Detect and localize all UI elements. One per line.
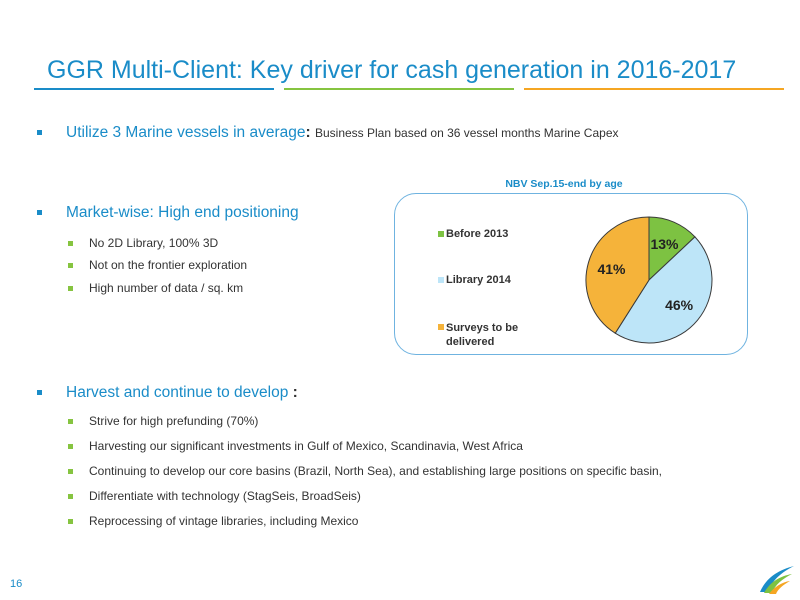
legend-swatch [438,231,444,237]
legend-item-surveys: Surveys to be delivered [438,321,546,349]
sub-bullet-marker [68,419,73,424]
slice-library-2014 [614,236,713,344]
bullet-market: Market-wise: High end positioning [37,204,299,222]
bullet-vessels-detail: Business Plan based on 36 vessel months … [314,126,619,140]
sub-bullet: Strive for high prefunding (70%) [68,414,259,428]
legend-swatch [438,277,444,283]
sub-bullet-text: Strive for high prefunding (70%) [89,414,259,428]
slice-label: 13% [650,236,679,252]
bullet-vessels: Utilize 3 Marine vessels in average: Bus… [37,124,619,142]
sub-bullet-text: Reprocessing of vintage libraries, inclu… [89,514,359,528]
bullet-market-lead: Market-wise: High end positioning [66,204,299,221]
company-logo [760,566,794,594]
sub-bullet-text: High number of data / sq. km [89,281,244,295]
sub-bullet-marker [68,469,73,474]
sub-bullet-text: Harvesting our significant investments i… [89,439,523,453]
slice-surveys [585,216,650,334]
slice-label: 41% [597,261,626,277]
title-underline-blue [34,88,274,90]
sub-bullet: Differentiate with technology (StagSeis,… [68,489,361,503]
bullet-marker [37,210,42,215]
sub-bullet: High number of data / sq. km [68,281,244,295]
slide-title: GGR Multi-Client: Key driver for cash ge… [47,56,737,84]
bullet-marker [37,130,42,135]
legend-item-library-2014: Library 2014 [438,274,511,286]
sub-bullet-marker [68,263,73,268]
legend-label: Library 2014 [446,274,511,286]
sub-bullet: No 2D Library, 100% 3D [68,236,219,250]
sub-bullet-marker [68,286,73,291]
slice-label: 46% [665,297,694,313]
sub-bullet: Harvesting our significant investments i… [68,439,523,453]
bullet-harvest-lead: Harvest and continue to develop [66,384,289,401]
chart-title: NBV Sep.15-end by age [505,178,623,190]
legend-item-before-2013: Before 2013 [438,228,509,240]
sub-bullet: Not on the frontier exploration [68,258,248,272]
sub-bullet-marker [68,241,73,246]
sub-bullet-text: No 2D Library, 100% 3D [89,236,219,250]
sub-bullet: Reprocessing of vintage libraries, inclu… [68,514,359,528]
title-underline-orange [524,88,784,90]
legend-label: Surveys to be delivered [446,322,519,348]
sub-bullet-marker [68,494,73,499]
pie-chart: 13% 46% 41% [585,216,713,344]
bullet-colon: : [288,384,298,401]
legend-swatch [438,324,444,330]
bullet-colon: : [305,124,311,141]
sub-bullet-marker [68,519,73,524]
bullet-marker [37,390,42,395]
title-underline-green [284,88,514,90]
page-number: 16 [10,578,23,590]
sub-bullet-text: Not on the frontier exploration [89,258,248,272]
sub-bullet-text: Continuing to develop our core basins (B… [89,464,662,478]
bullet-vessels-lead: Utilize 3 Marine vessels in average [66,124,306,141]
bullet-harvest: Harvest and continue to develop : [37,384,298,402]
sub-bullet: Continuing to develop our core basins (B… [68,464,662,478]
sub-bullet-text: Differentiate with technology (StagSeis,… [89,489,361,503]
sub-bullet-marker [68,444,73,449]
legend-label: Before 2013 [446,228,509,240]
